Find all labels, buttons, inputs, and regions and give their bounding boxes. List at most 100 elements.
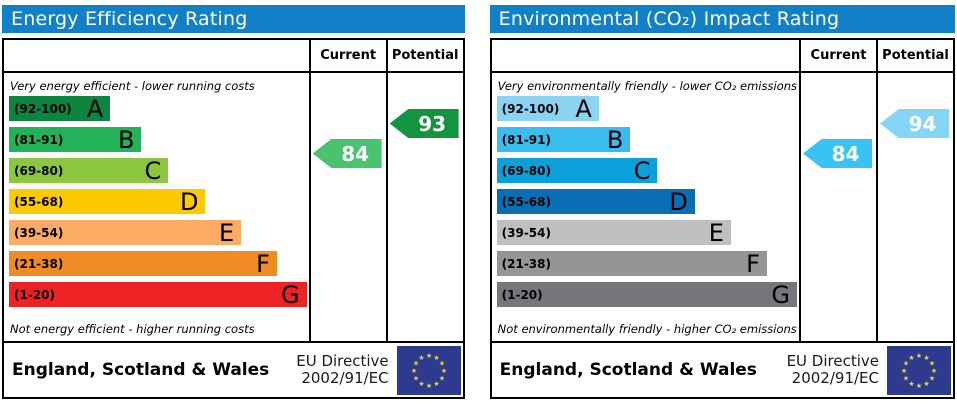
eu-flag-icon: ★ ★★ ★★★ ★★★ ★★★ xyxy=(887,345,951,395)
svg-text:★: ★ xyxy=(923,354,929,362)
current-rating-value: 84 xyxy=(341,141,370,166)
rating-scale: Very environmentally friendly - lower CO… xyxy=(492,73,799,341)
band-range: (92-100) xyxy=(14,101,72,116)
potential-rating-arrow: 93 xyxy=(389,109,459,138)
current-rating-value: 84 xyxy=(831,141,860,166)
band-letter: D xyxy=(669,187,688,216)
band-letter: B xyxy=(117,125,135,154)
svg-text:★: ★ xyxy=(931,367,937,375)
eu-directive-label: EU Directive 2002/91/EC xyxy=(786,351,879,388)
footer-row: England, Scotland & Wales EU Directive 2… xyxy=(491,341,953,397)
svg-text:★: ★ xyxy=(411,367,417,375)
potential-value-cell: 93 xyxy=(385,73,463,341)
rating-band-f: (21-38) F xyxy=(496,249,767,278)
current-column-header: Current xyxy=(799,40,876,71)
footer-row: England, Scotland & Wales EU Directive 2… xyxy=(4,341,463,397)
svg-text:★: ★ xyxy=(433,354,439,362)
band-range: (69-80) xyxy=(501,163,551,178)
rating-band-g: (1-20) G xyxy=(496,280,797,309)
rating-band-f: (21-38) F xyxy=(9,251,277,276)
rating-table: Current Potential Very environmentally f… xyxy=(489,38,955,399)
svg-text:★: ★ xyxy=(916,382,922,390)
band-range: (55-68) xyxy=(501,194,551,209)
rating-band-e: (39-54) E xyxy=(496,218,731,247)
band-range: (39-54) xyxy=(501,225,551,240)
eu-directive-label: EU Directive 2002/91/EC xyxy=(296,351,389,388)
panel-title: Energy Efficiency Rating xyxy=(2,5,465,33)
band-range: (1-20) xyxy=(501,287,543,302)
eu-directive-line1: EU Directive xyxy=(786,351,879,370)
rating-band-a: (92-100) A xyxy=(496,94,599,123)
band-range: (81-91) xyxy=(14,132,64,147)
current-column-header: Current xyxy=(308,40,386,71)
region-label: England, Scotland & Wales xyxy=(12,360,270,380)
top-note: Very energy efficient - lower running co… xyxy=(10,79,255,93)
header-spacer-cell xyxy=(492,40,799,71)
rating-band-c: (69-80) C xyxy=(9,156,169,185)
rating-band-d: (55-68) D xyxy=(9,187,206,216)
potential-rating-value: 94 xyxy=(908,111,937,136)
band-range: (92-100) xyxy=(501,101,560,116)
band-range: (39-54) xyxy=(14,225,64,240)
svg-text:★: ★ xyxy=(903,359,909,367)
svg-text:★: ★ xyxy=(418,380,424,388)
svg-text:★: ★ xyxy=(413,374,419,382)
band-letter: C xyxy=(633,156,651,185)
rating-band-d: (55-68) D xyxy=(496,187,695,216)
band-letter: D xyxy=(179,187,199,216)
svg-text:★: ★ xyxy=(908,380,914,388)
eu-directive-line2: 2002/91/EC xyxy=(301,369,389,387)
band-letter: E xyxy=(708,218,724,247)
rating-body-row: Very environmentally friendly - lower CO… xyxy=(492,73,953,341)
band-range: (69-80) xyxy=(14,163,64,178)
co2-impact-panel: Environmental (CO₂) Impact Rating Curren… xyxy=(489,5,955,404)
region-label: England, Scotland & Wales xyxy=(499,360,757,380)
rating-band-b: (81-91) B xyxy=(9,125,142,154)
rating-band-a: (92-100) A xyxy=(9,96,111,121)
potential-value-cell: 94 xyxy=(876,73,953,341)
rating-scale: Very energy efficient - lower running co… xyxy=(4,73,309,341)
rating-band-b: (81-91) B xyxy=(496,127,631,152)
svg-text:★: ★ xyxy=(426,382,432,390)
current-value-cell: 84 xyxy=(308,73,386,341)
energy-efficiency-panel: Energy Efficiency Rating Current Potenti… xyxy=(2,5,465,404)
band-letter: G xyxy=(281,280,300,309)
potential-column-header: Potential xyxy=(876,40,953,71)
header-row: Current Potential xyxy=(491,40,953,73)
svg-text:★: ★ xyxy=(908,354,914,362)
eu-directive-line2: 2002/91/EC xyxy=(791,369,879,387)
rating-band-c: (69-80) C xyxy=(496,156,658,185)
svg-text:★: ★ xyxy=(901,367,907,375)
svg-text:★: ★ xyxy=(903,374,909,382)
eu-flag-icon: ★ ★★ ★★★ ★★★ ★★★ xyxy=(396,345,461,395)
bottom-note: Not environmentally friendly - higher CO… xyxy=(497,322,797,336)
bottom-note: Not energy efficient - higher running co… xyxy=(10,322,255,336)
svg-text:★: ★ xyxy=(916,352,922,360)
band-letter: E xyxy=(218,218,235,247)
svg-text:★: ★ xyxy=(433,380,439,388)
svg-text:★: ★ xyxy=(929,374,935,382)
svg-text:★: ★ xyxy=(929,359,935,367)
potential-rating-arrow: 94 xyxy=(880,109,949,138)
band-letter: G xyxy=(771,280,790,309)
rating-band-g: (1-20) G xyxy=(9,282,307,307)
rating-body-row: Very energy efficient - lower running co… xyxy=(4,73,463,341)
svg-text:★: ★ xyxy=(439,359,445,367)
header-row: Current Potential xyxy=(4,40,463,73)
band-letter: F xyxy=(746,249,760,278)
band-letter: F xyxy=(256,249,270,278)
panel-title: Environmental (CO₂) Impact Rating xyxy=(489,5,955,33)
rating-table: Current Potential Very energy efficient … xyxy=(2,38,465,399)
svg-text:★: ★ xyxy=(413,359,419,367)
band-range: (21-38) xyxy=(14,256,64,271)
svg-text:★: ★ xyxy=(923,380,929,388)
band-letter: A xyxy=(575,94,592,123)
band-letter: C xyxy=(144,156,162,185)
eu-directive-line1: EU Directive xyxy=(296,351,389,370)
top-note: Very environmentally friendly - lower CO… xyxy=(497,79,797,93)
band-range: (21-38) xyxy=(501,256,551,271)
header-spacer-cell xyxy=(4,40,309,71)
svg-text:★: ★ xyxy=(426,352,432,360)
current-value-cell: 84 xyxy=(799,73,876,341)
